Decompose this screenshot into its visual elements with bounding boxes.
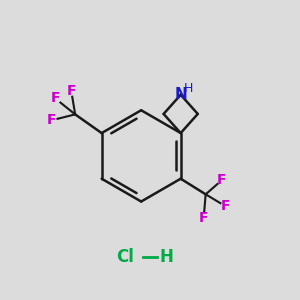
Text: H: H bbox=[184, 82, 194, 95]
Text: F: F bbox=[199, 211, 208, 225]
Text: F: F bbox=[221, 199, 230, 213]
Text: F: F bbox=[51, 92, 60, 106]
Text: F: F bbox=[67, 83, 76, 98]
Text: H: H bbox=[159, 248, 173, 266]
Text: F: F bbox=[46, 113, 56, 128]
Text: F: F bbox=[217, 173, 226, 188]
Text: N: N bbox=[174, 87, 187, 102]
Text: Cl: Cl bbox=[116, 248, 134, 266]
